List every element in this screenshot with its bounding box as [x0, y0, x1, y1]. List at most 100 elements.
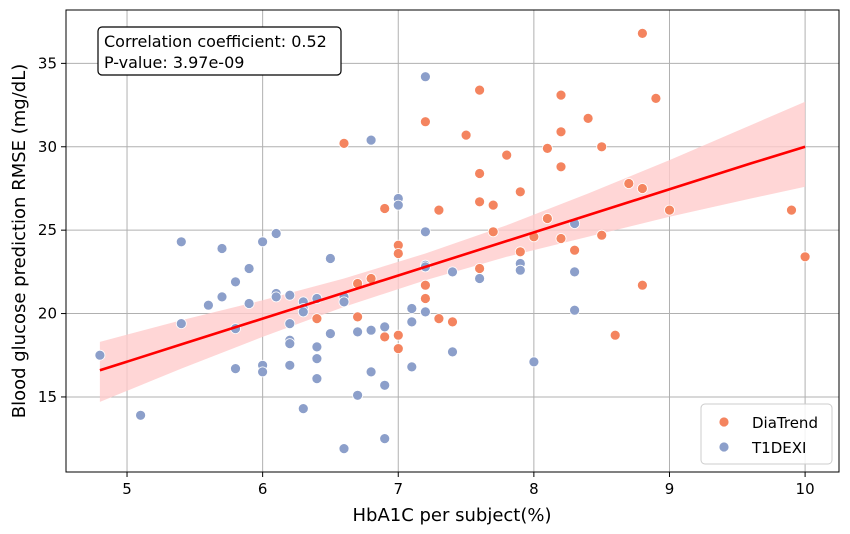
point-diatrend: [664, 204, 675, 216]
point-diatrend: [433, 204, 445, 216]
point-t1dexi: [352, 326, 364, 338]
point-t1dexi: [365, 324, 377, 336]
annotation-correlation: Correlation coefficient: 0.52: [104, 32, 327, 51]
point-t1dexi: [447, 266, 458, 278]
point-diatrend: [637, 279, 648, 291]
point-t1dexi: [379, 433, 391, 445]
point-diatrend: [555, 89, 567, 101]
point-diatrend: [392, 329, 404, 341]
point-diatrend: [419, 293, 431, 304]
y-axis-label: Blood glucose prediction RMSE (mg/dL): [9, 64, 30, 419]
x-tick-label: 10: [796, 480, 815, 498]
point-diatrend: [433, 313, 445, 325]
point-t1dexi: [419, 71, 431, 83]
point-t1dexi: [284, 318, 296, 330]
x-tick-label: 5: [122, 480, 132, 498]
annotation-frame: [97, 26, 342, 76]
point-t1dexi: [406, 361, 418, 373]
point-t1dexi: [379, 379, 391, 391]
point-diatrend: [352, 311, 364, 323]
y-tick-label: 30: [38, 138, 57, 156]
point-diatrend: [460, 129, 472, 141]
point-diatrend: [392, 248, 404, 259]
point-t1dexi: [297, 403, 309, 415]
point-t1dexi: [270, 291, 282, 303]
point-t1dexi: [94, 349, 106, 361]
axis-ticks: 5 6 7 8 9 10 15 20 25 30 35: [38, 54, 815, 498]
x-tick-label: 6: [258, 480, 268, 498]
point-t1dexi: [243, 298, 255, 309]
point-diatrend: [596, 141, 608, 153]
point-diatrend: [419, 116, 431, 128]
regression-line-layer: [99, 145, 806, 372]
point-t1dexi: [202, 299, 214, 311]
point-t1dexi: [474, 273, 486, 284]
point-t1dexi: [365, 134, 377, 146]
point-diatrend: [474, 196, 486, 208]
point-t1dexi: [514, 264, 526, 276]
x-axis-label: HbA1C per subject(%): [352, 505, 551, 526]
point-diatrend: [487, 199, 499, 211]
point-diatrend: [419, 279, 431, 291]
x-tick-label: 9: [665, 480, 675, 498]
point-t1dexi: [365, 366, 377, 378]
point-diatrend: [501, 149, 513, 161]
point-diatrend: [623, 178, 635, 189]
point-t1dexi: [406, 303, 418, 314]
y-tick-label: 15: [38, 388, 57, 406]
point-diatrend: [311, 313, 323, 325]
point-t1dexi: [528, 356, 540, 368]
regression-line: [99, 145, 806, 372]
point-diatrend: [379, 331, 391, 343]
point-t1dexi: [311, 353, 323, 365]
plot-frame: [65, 9, 840, 473]
legend-label-t1dexi: T1DEXI: [751, 439, 806, 457]
legend: DiaTrend T1DEXI: [700, 403, 833, 465]
point-diatrend: [650, 93, 662, 104]
point-diatrend: [474, 263, 486, 274]
legend-marker-diatrend: [718, 416, 730, 428]
point-t1dexi: [297, 306, 309, 318]
point-t1dexi: [419, 226, 431, 238]
point-diatrend: [637, 183, 648, 194]
point-t1dexi: [230, 276, 241, 288]
point-t1dexi: [284, 359, 296, 371]
x-tick-label: 7: [393, 480, 403, 498]
point-diatrend: [379, 203, 391, 214]
point-diatrend: [555, 233, 567, 244]
point-diatrend: [392, 343, 404, 355]
point-diatrend: [514, 186, 526, 198]
point-t1dexi: [352, 389, 364, 401]
point-diatrend: [487, 226, 499, 238]
point-t1dexi: [270, 228, 282, 239]
point-diatrend: [542, 213, 553, 224]
point-diatrend: [474, 84, 486, 96]
data-points: [94, 28, 811, 455]
point-t1dexi: [257, 366, 269, 378]
point-diatrend: [555, 161, 567, 173]
point-t1dexi: [419, 306, 431, 318]
y-tick-label: 35: [38, 54, 57, 72]
point-t1dexi: [135, 409, 147, 421]
point-diatrend: [555, 126, 567, 138]
point-diatrend: [474, 168, 486, 179]
point-t1dexi: [243, 263, 255, 274]
annotation-p-value: P-value: 3.97e-09: [104, 53, 244, 72]
point-t1dexi: [338, 443, 350, 455]
point-t1dexi: [324, 328, 336, 340]
point-diatrend: [514, 246, 526, 258]
point-diatrend: [338, 137, 350, 149]
point-diatrend: [799, 251, 811, 263]
point-t1dexi: [175, 236, 187, 248]
point-t1dexi: [230, 363, 241, 375]
point-t1dexi: [175, 318, 187, 330]
point-t1dexi: [379, 321, 391, 333]
point-t1dexi: [406, 316, 418, 328]
point-t1dexi: [216, 243, 228, 254]
point-t1dexi: [216, 291, 228, 303]
point-diatrend: [542, 142, 553, 154]
point-diatrend: [596, 229, 608, 241]
point-diatrend: [447, 316, 458, 328]
point-diatrend: [582, 113, 594, 124]
